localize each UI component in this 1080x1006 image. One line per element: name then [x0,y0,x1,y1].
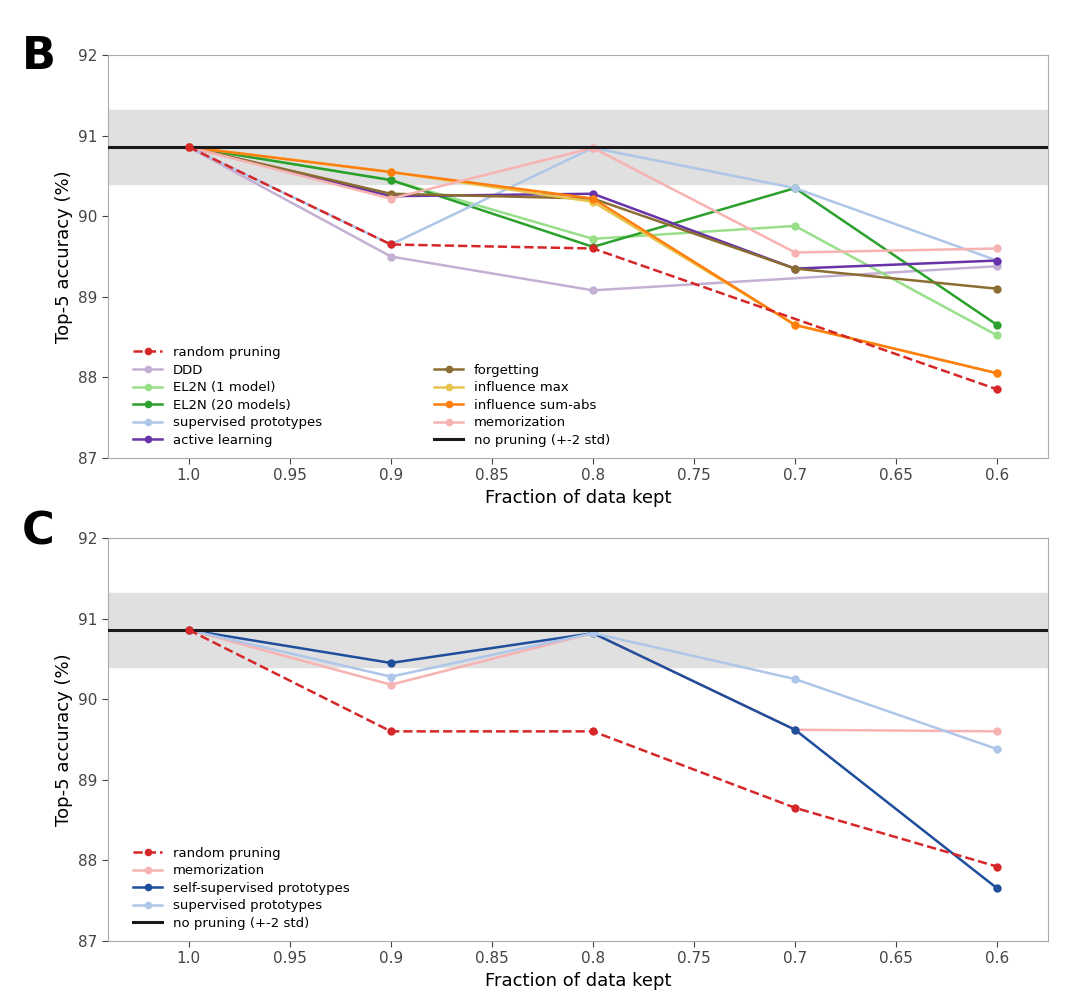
X-axis label: Fraction of data kept: Fraction of data kept [485,972,671,990]
Bar [108,593,1048,667]
Text: B: B [22,35,55,78]
X-axis label: Fraction of data kept: Fraction of data kept [485,489,671,507]
Bar [108,110,1048,184]
Legend: random pruning, memorization, self-supervised prototypes, supervised prototypes,: random pruning, memorization, self-super… [134,846,350,930]
Legend: forgetting, influence max, influence sum-abs, memorization, no pruning (+-2 std): forgetting, influence max, influence sum… [434,363,610,447]
Y-axis label: Top-5 accuracy (%): Top-5 accuracy (%) [55,170,72,343]
Y-axis label: Top-5 accuracy (%): Top-5 accuracy (%) [55,653,72,826]
Text: C: C [22,510,54,553]
